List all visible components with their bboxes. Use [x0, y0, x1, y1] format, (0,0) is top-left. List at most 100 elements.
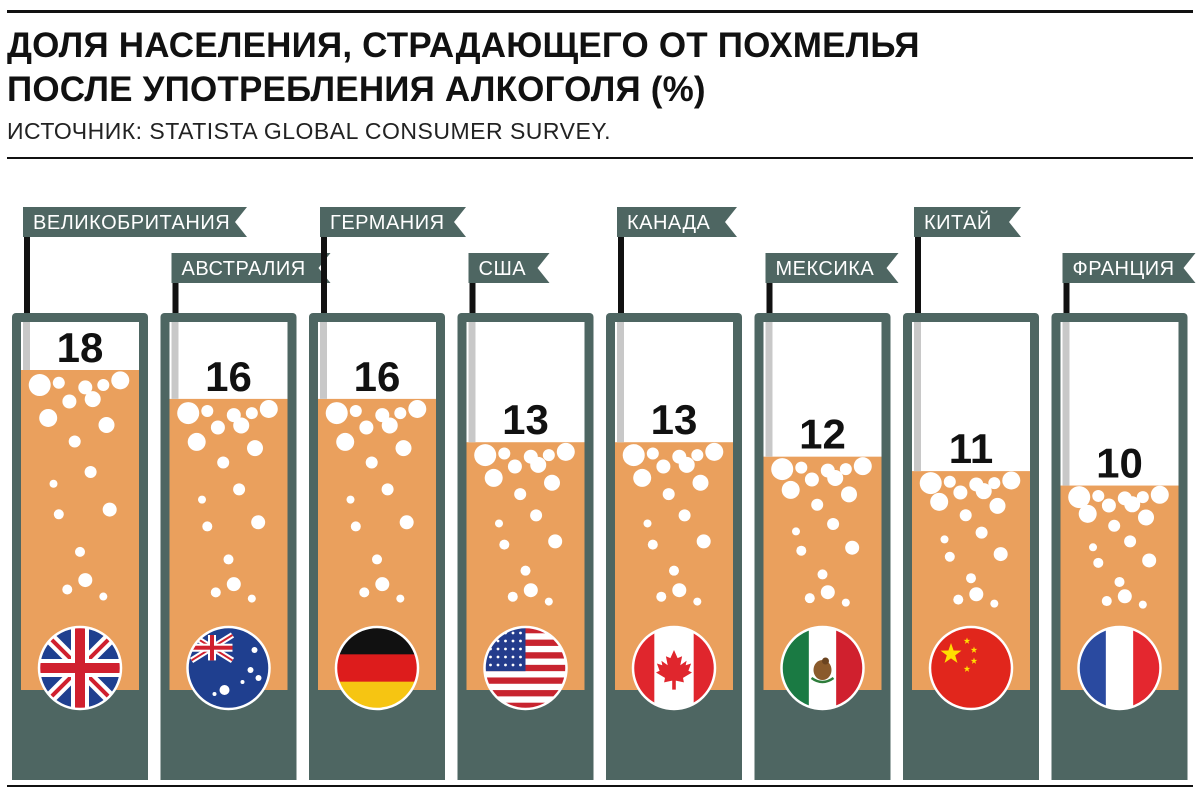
bubble [39, 408, 58, 427]
canada-flag-icon [631, 625, 717, 711]
bubble [62, 584, 73, 595]
bubble [966, 573, 976, 584]
country-label: КАНАДА [627, 212, 710, 234]
bubble [1089, 543, 1097, 552]
bubble [1101, 498, 1116, 513]
bubble [102, 502, 117, 517]
bubble [507, 459, 522, 474]
flag-ring [37, 625, 123, 711]
country-label-bg [765, 253, 899, 283]
bubble [953, 594, 964, 605]
country-label: ГЕРМАНИЯ [330, 212, 445, 234]
bubble [975, 526, 988, 539]
value-label: 18 [57, 324, 104, 371]
bubble [969, 587, 984, 602]
bubble [1117, 589, 1132, 604]
country-label: КИТАЙ [924, 210, 992, 234]
bubble [111, 371, 130, 390]
glass-highlight [1062, 322, 1070, 486]
bubble [669, 565, 679, 576]
bubble [507, 591, 518, 602]
tube-4: США 13 [457, 253, 594, 780]
bubble [359, 420, 374, 435]
bubble [622, 444, 645, 467]
bubble [233, 483, 246, 496]
bubble [841, 598, 850, 607]
flag-ring [780, 625, 865, 711]
bubble [198, 495, 206, 504]
bubble [1068, 486, 1091, 509]
bubble [556, 442, 575, 461]
bubble [520, 565, 531, 576]
bubble [499, 539, 510, 550]
france-flag-icon [1077, 625, 1162, 711]
flag-ring [483, 625, 568, 711]
bubble [365, 456, 378, 469]
bubble [959, 509, 972, 522]
bubble [656, 459, 671, 474]
bubble [78, 380, 93, 395]
bubble [817, 569, 828, 580]
bubble [930, 492, 949, 511]
mexico-flag-icon [780, 625, 865, 711]
bottom-divider [7, 785, 1193, 787]
country-label-bg [320, 207, 466, 237]
label-pole [172, 253, 179, 315]
bubble [408, 399, 427, 418]
flag-ring [186, 625, 271, 711]
bubble [226, 577, 241, 592]
bubble [223, 554, 234, 565]
bubble [845, 540, 860, 555]
australia-flag-icon [186, 625, 271, 711]
bubble [841, 486, 857, 503]
label-pole [766, 253, 773, 315]
bubble [811, 498, 824, 511]
bubble [1114, 576, 1125, 587]
bubble [953, 485, 968, 500]
bubble [643, 519, 652, 528]
tube-base [606, 690, 742, 780]
bubble [827, 518, 840, 530]
tube-base [160, 690, 297, 780]
bubble [678, 509, 691, 522]
bubble [484, 468, 503, 487]
bubble [514, 488, 527, 501]
label-pole [469, 253, 476, 315]
country-label-bg [914, 207, 1021, 237]
bubble [1093, 557, 1104, 568]
bubble [245, 407, 258, 420]
bubble [771, 458, 794, 481]
bubble [336, 432, 355, 451]
bubble [530, 456, 547, 473]
bubble [350, 521, 361, 532]
bubble [1092, 489, 1105, 502]
bubble [396, 594, 405, 603]
country-label-bg [617, 207, 737, 237]
bubbles [919, 471, 1021, 608]
glass-highlight [765, 322, 773, 457]
tube-1: ВЕЛИКОБРИТАНИЯ 18 [12, 207, 247, 780]
bubble [993, 547, 1008, 562]
bubble [693, 597, 702, 606]
bubble [1138, 509, 1154, 526]
tube-5: КАНАДА 13 [606, 207, 742, 780]
germany-flag-icon [334, 625, 420, 711]
tube-2: АВСТРАЛИЯ 16 [160, 253, 331, 780]
top-divider [7, 10, 1193, 13]
bubble [346, 495, 355, 504]
label-pole [1063, 253, 1070, 315]
bubble [498, 447, 511, 460]
bubble [202, 521, 213, 532]
bubble [672, 583, 687, 598]
bubble [395, 440, 412, 457]
bubbles [177, 399, 278, 603]
bubble [233, 417, 250, 434]
bubble [187, 432, 206, 451]
bubble [839, 463, 852, 476]
bubble [662, 488, 675, 501]
bubble [646, 447, 659, 460]
bubbles [1068, 485, 1169, 609]
tube-base [1051, 690, 1188, 780]
bubbles [28, 371, 130, 601]
bubble [656, 591, 667, 602]
